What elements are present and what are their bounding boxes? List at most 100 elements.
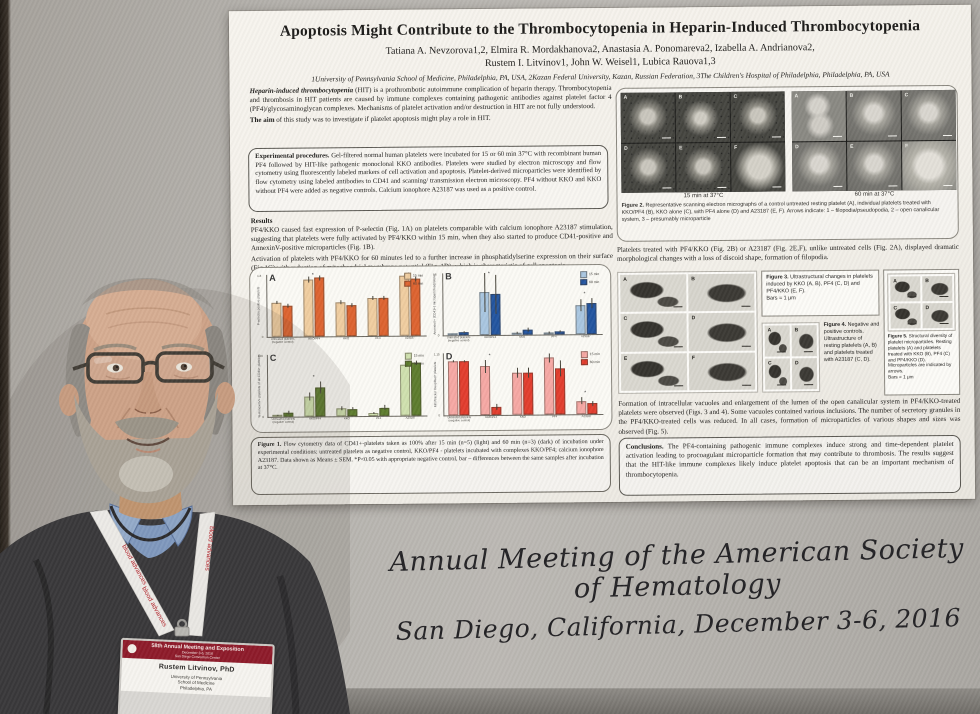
chart-error-bar <box>580 397 582 404</box>
chart-category-label: PF4 <box>376 415 382 420</box>
micrograph-panel-letter: C <box>623 316 628 323</box>
figure4-caption: Figure 4. Negative and positive controls… <box>824 322 881 394</box>
sweater-fold <box>33 558 54 714</box>
chart-tick-zero: 0 <box>438 413 441 418</box>
micrograph-panel-letter: A <box>767 327 772 334</box>
chart-legend-label: 15 min <box>588 272 600 277</box>
chart-significance-star: * <box>583 291 586 298</box>
chart-error-bar <box>548 353 550 363</box>
procedures-lead: Experimental procedures. <box>255 152 330 161</box>
chart-significance-star: * <box>488 352 491 360</box>
conference-badge: 58th Annual Meeting and Exposition Decem… <box>117 637 275 714</box>
tem-micrograph-cell: C <box>620 313 687 352</box>
chart-tick-max: 1.15 <box>433 352 440 357</box>
chart-y-axis-label: AnnexinV+ (CD41+) microparticles/platele… <box>432 274 437 335</box>
chart-legend-swatch <box>405 352 412 360</box>
chart-error-bar <box>527 328 529 332</box>
badge-affiliation: University of Pennsylvania School of Med… <box>123 671 270 695</box>
glasses-glare <box>94 356 112 364</box>
aim-paragraph: The aim of this study was to investigate… <box>250 113 612 125</box>
chart-error-bar <box>383 295 385 301</box>
sem-micrograph-cell: F <box>902 140 957 191</box>
glasses-temple-left <box>72 362 89 371</box>
chart-error-bar <box>548 331 550 334</box>
chart-significance-star: * <box>487 270 490 277</box>
figure2-label-15min: 15 min at 37°C <box>683 192 724 200</box>
figure3-caption-bars: Bars = 1 μm <box>766 295 796 302</box>
chart-legend-swatch <box>405 360 412 367</box>
chart-legend-label: 60 min <box>589 279 600 284</box>
micrograph-panel-letter: D <box>794 360 799 367</box>
glasses-lens-left <box>86 352 145 384</box>
figure2-caption-body: Representative scanning electron microgr… <box>621 200 940 223</box>
chart-legend-swatch <box>404 280 412 287</box>
ear-right <box>215 382 235 414</box>
micrograph-panel-letter: D <box>925 305 930 312</box>
chart-category-label: KKO <box>519 414 526 419</box>
chart-legend-row: 60 min <box>580 278 600 286</box>
poster-title: Apoptosis Might Contribute to the Thromb… <box>279 17 921 40</box>
chart-category-label: Untreated platelets (negative control) <box>446 335 471 343</box>
chart-tick-zero: 0 <box>437 333 440 338</box>
figure5-caption-bars: Bars = 1 μm <box>888 374 914 380</box>
chart-legend-row: 15 min <box>405 352 424 360</box>
chart-category-label: PF4 <box>375 335 381 340</box>
chart-legend-swatch <box>581 358 588 366</box>
micrograph-panel-letter: C <box>733 93 738 100</box>
micrograph-panel-letter: C <box>767 360 772 367</box>
chart-significance-star: * <box>584 390 587 397</box>
beard <box>74 392 218 504</box>
sem-grid-15min: A B C D E F <box>620 91 786 193</box>
chart-category-label: Untreated platelets (negative control) <box>447 415 472 423</box>
chart-bar <box>367 298 378 337</box>
shirt-vneck <box>112 508 188 558</box>
badge-body: Rustem Litvinov, PhD University of Penns… <box>120 657 273 698</box>
chart-legend: 15 min 60 min <box>581 351 600 366</box>
tem-micrograph-cell: D <box>688 312 755 351</box>
sem-micrograph-cell: A <box>620 92 676 143</box>
figure1-chart-b: B AnnexinV+ (CD41+) microparticles/platel… <box>429 267 604 348</box>
poster-affiliations: 1University of Pennsylvania School of Me… <box>311 69 890 84</box>
chart-error-bar <box>372 296 374 300</box>
chart-category-label: KKO/PF4 <box>485 414 498 420</box>
chart-legend-swatch <box>580 271 588 278</box>
chart-legend: 15 min 60 min <box>405 352 424 368</box>
sem-micrograph-cell: C <box>901 89 957 140</box>
chart-error-bar <box>591 400 593 407</box>
lanyard-strap-right <box>186 511 216 637</box>
tem-micrograph-cell: A <box>620 274 687 313</box>
aim-lead: The aim <box>249 115 275 124</box>
formation-paragraph: Formation of intracellular vacuoles and … <box>618 396 961 436</box>
pupil-left <box>115 365 119 369</box>
chart-legend-label: 60 min <box>589 359 600 364</box>
micrograph-panel-letter: E <box>679 144 683 151</box>
chart-category-label: PF4 <box>551 334 557 339</box>
pupil-right <box>183 364 187 368</box>
chart-legend-row: 60 min <box>405 360 424 367</box>
results-paragraph-1: PF4/KKO caused fast expression of P-sele… <box>250 222 613 253</box>
figure2-label-60min: 60 min at 37°C <box>854 191 895 198</box>
figure4-images: A B C D <box>761 322 821 393</box>
chart-error-bar <box>453 360 455 363</box>
ear-left <box>59 384 79 416</box>
forehead-wrinkle <box>105 307 191 316</box>
micrograph-panel-letter: F <box>734 144 738 151</box>
micrograph-panel-letter: E <box>850 143 854 150</box>
chart-legend-row: 60 min <box>581 358 600 366</box>
chart-legend: 15 min 60 min <box>404 272 423 288</box>
chart-error-bar <box>590 298 593 308</box>
micrograph-panel-letter: B <box>925 278 929 285</box>
chart-category-label: KKO <box>519 334 526 339</box>
sem-micrograph-cell: D <box>792 141 847 192</box>
figure4-caption-lead: Figure 4. <box>823 321 847 329</box>
chart-error-bar <box>464 330 466 334</box>
platelets-treated-paragraph: Platelets treated with PF4/KKO (Fig. 2B)… <box>616 242 959 264</box>
wall-bottom-band <box>250 688 980 714</box>
sem-grid-60min: A B C D E F <box>791 89 957 192</box>
micrograph-panel-letter: A <box>794 93 799 100</box>
figure2-panel: A B C D E F 15 min at 37°C A B C D E F 60 min at 3… <box>615 84 959 242</box>
sem-micrograph-cell: E <box>676 142 731 193</box>
chart-bar <box>523 372 534 415</box>
chart-bar <box>480 366 491 416</box>
chart-error-bar <box>373 411 375 415</box>
